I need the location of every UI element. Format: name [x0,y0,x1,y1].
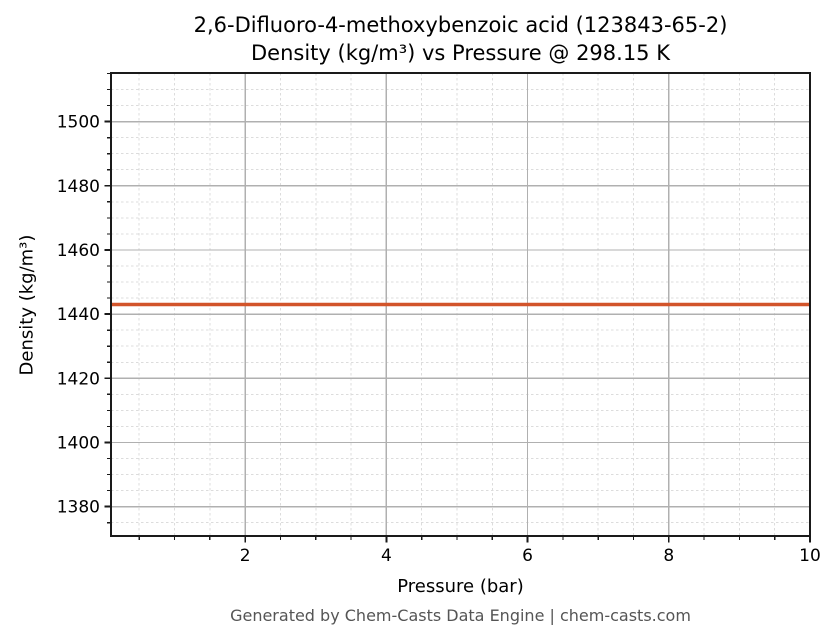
x-tick-label: 10 [799,546,821,566]
x-tick-label: 2 [240,546,251,566]
axes-spines [110,72,811,537]
y-tick-label: 1420 [57,369,100,389]
x-tick-label: 8 [663,546,674,566]
x-axis-label: Pressure (bar) [397,576,524,597]
chart-title-block: 2,6-Difluoro-4-methoxybenzoic acid (1238… [111,11,810,67]
footer-credit: Generated by Chem-Casts Data Engine | ch… [230,606,691,625]
y-tick-label: 1480 [57,177,100,197]
y-tick-label: 1500 [57,113,100,133]
y-tick-label: 1440 [57,305,100,325]
y-tick-label: 1460 [57,241,100,261]
x-tick-label: 6 [522,546,533,566]
chart-title: 2,6-Difluoro-4-methoxybenzoic acid (1238… [193,13,728,37]
y-tick-label: 1400 [57,433,100,453]
y-tick-label: 1380 [57,498,100,518]
x-tick-label: 4 [381,546,392,566]
y-axis-label: Density (kg/m³) [16,234,38,376]
chart-subtitle: Density (kg/m³) vs Pressure @ 298.15 K [250,41,670,65]
